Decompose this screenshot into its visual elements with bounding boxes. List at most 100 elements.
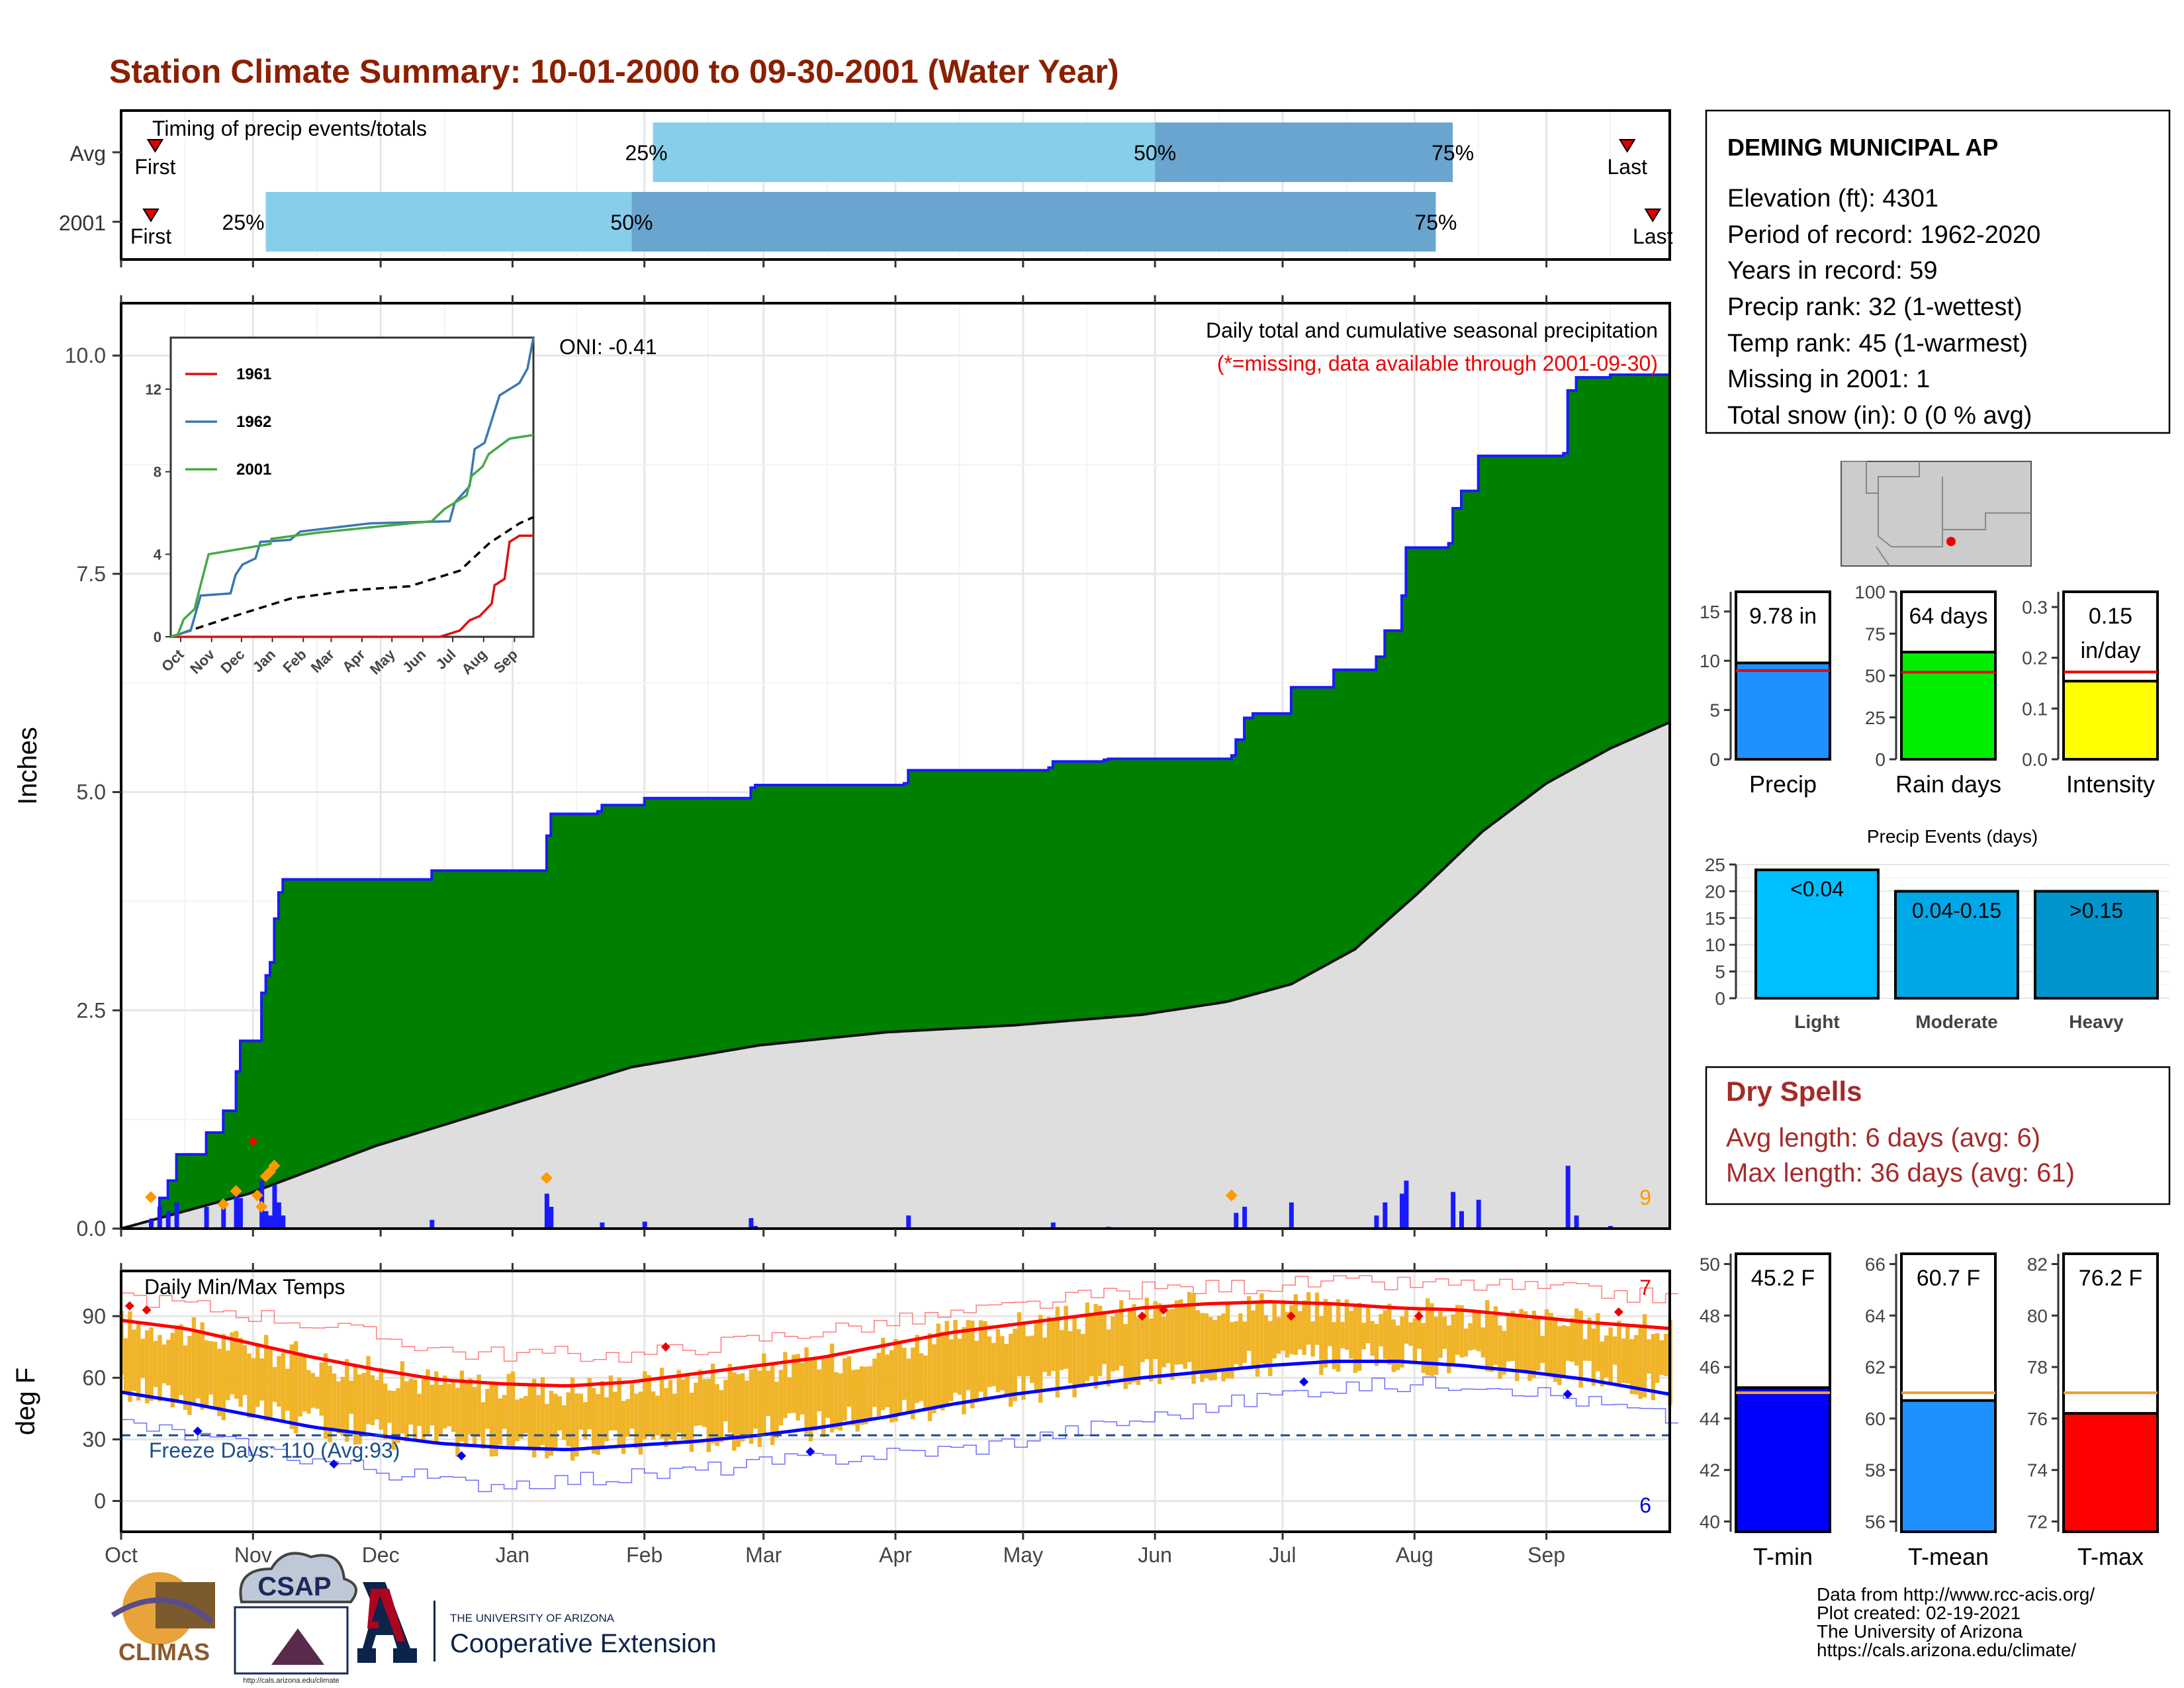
daily-temp-range-bar: [128, 1311, 132, 1403]
daily-temp-range-bar: [1314, 1292, 1320, 1345]
daily-temp-range-bar: [1340, 1321, 1345, 1348]
precip-ytick-label: 7.5: [77, 562, 106, 586]
daily-temp-range-bar: [851, 1370, 856, 1426]
daily-temp-range-bar: [1527, 1319, 1532, 1382]
events-ytick-label: 0: [1715, 988, 1725, 1009]
daily-temp-range-bar: [259, 1358, 264, 1401]
daily-temp-range-bar: [536, 1395, 541, 1450]
temp-xtick-label: Jun: [1138, 1543, 1172, 1567]
daily-temp-range-bar: [1017, 1312, 1022, 1377]
small-chart-ytick-label: 25: [1865, 708, 1886, 728]
daily-temp-range-bar: [1531, 1311, 1537, 1378]
record-high-marker: [1414, 1311, 1424, 1321]
inset-xtick-label: Sep: [490, 646, 521, 677]
inset-xtick-label: Dec: [217, 646, 248, 677]
daily-temp-range-bar: [936, 1323, 941, 1407]
map-state-line-2: [1876, 477, 1943, 567]
daily-temp-range-bar: [1319, 1316, 1324, 1376]
station-elevation: Elevation (ft): 4301: [1727, 185, 1938, 212]
small-chart-ytick-label: 0.3: [2022, 597, 2048, 618]
daily-temp-range-bar: [983, 1321, 987, 1401]
daily-temp-range-bar: [1089, 1312, 1094, 1377]
daily-temp-range-bar: [144, 1330, 150, 1404]
daily-temp-range-bar: [1480, 1327, 1485, 1358]
tmin_bar-value-bar: [1735, 1386, 1831, 1533]
daily-temp-range-bar: [1357, 1303, 1362, 1371]
daily-temp-range-bar: [553, 1393, 558, 1448]
daily-temp-range-bar: [527, 1386, 532, 1450]
daily-temp-range-bar: [719, 1389, 724, 1442]
temp-ytick-label: 0: [94, 1489, 106, 1513]
daily-precip-bar: [642, 1221, 647, 1229]
station-precip-rank: Precip rank: 32 (1-wettest): [1727, 293, 2023, 321]
small-chart-ytick-label: 60: [1865, 1409, 1886, 1429]
daily-temp-range-bar: [876, 1352, 882, 1417]
daily-temp-range-bar: [1629, 1339, 1634, 1394]
daily-temp-range-bar: [353, 1366, 358, 1445]
daily-temp-range-bar: [1230, 1322, 1234, 1379]
daily-temp-range-bar: [1663, 1333, 1668, 1376]
daily-temp-range-bar: [1191, 1293, 1196, 1384]
record-high-marker: [142, 1305, 152, 1315]
daily-temp-range-bar: [1463, 1328, 1469, 1357]
daily-temp-range-bar: [277, 1356, 281, 1407]
climas-swoosh-icon: [111, 1597, 214, 1624]
daily-temp-range-bar: [625, 1399, 630, 1437]
daily-temp-range-bar: [821, 1358, 826, 1437]
daily-temp-range-bar: [864, 1366, 868, 1425]
record-tmax-line: [121, 1275, 1678, 1363]
daily-temp-range-bar: [1170, 1309, 1175, 1380]
daily-temp-range-bar: [179, 1324, 183, 1395]
daily-temp-range-bar: [966, 1320, 971, 1391]
daily-temp-range-bar: [1127, 1309, 1132, 1385]
daily-temp-range-bar: [361, 1372, 367, 1435]
daily-temp-range-bar: [1498, 1325, 1502, 1379]
daily-temp-range-bar: [319, 1362, 324, 1416]
inset-frame: [169, 336, 535, 638]
daily-temp-range-bar: [1561, 1325, 1567, 1378]
daily-temp-range-bar: [1459, 1305, 1464, 1358]
precip-event-bar-label: 0.04-0.15: [1912, 898, 2001, 922]
daily-temp-range-bar: [770, 1364, 775, 1446]
daily-temp-range-bar: [783, 1352, 788, 1419]
daily-temp-range-bar: [1149, 1318, 1154, 1382]
tmin_bar-category-label: T-min: [1753, 1543, 1813, 1570]
daily-temp-range-bar: [1557, 1326, 1562, 1385]
daily-temp-range-bar: [948, 1339, 954, 1401]
daily-temp-range-bar: [1068, 1331, 1073, 1383]
precip-event-bar-label: <0.04: [1790, 877, 1844, 901]
precip-ytick-label: 0.0: [77, 1217, 106, 1241]
daily-temp-range-bar: [1272, 1302, 1277, 1359]
daily-temp-range-bar: [608, 1375, 614, 1431]
daily-temp-range-bar: [404, 1381, 409, 1442]
events-ytick-label: 10: [1705, 935, 1725, 955]
daily-temp-range-bar: [1238, 1313, 1243, 1367]
inset-series-line: [170, 337, 535, 638]
daily-temp-range-bar: [668, 1380, 673, 1440]
daily-temp-range-bar: [1468, 1323, 1473, 1351]
daily-temp-range-bar: [919, 1353, 924, 1401]
daily-temp-range-bar: [1255, 1303, 1260, 1377]
small-chart-ytick-label: 0: [1709, 749, 1720, 770]
daily-temp-range-bar: [872, 1358, 877, 1407]
daily-temp-range-bar: [515, 1399, 520, 1442]
daily-temp-range-bar: [1361, 1323, 1366, 1350]
daily-temp-range-bar: [510, 1371, 516, 1450]
tmean_bar-category-label: T-mean: [1908, 1543, 1989, 1570]
inset-xtick-label: Feb: [279, 646, 309, 676]
timing-panel: Timing of precip events/totals Avg 2001 …: [59, 109, 1673, 267]
daily-temp-range-bar: [889, 1350, 894, 1423]
csap-text: CSAP: [257, 1572, 331, 1601]
daily-precip-bar: [1459, 1211, 1464, 1229]
daily-temp-range-bar: [774, 1382, 779, 1438]
daily-temp-range-bar: [464, 1381, 469, 1447]
inset-xtick-label: Aug: [458, 646, 490, 678]
daily-temp-range-bar: [187, 1336, 192, 1415]
daily-precip-bar: [281, 1215, 286, 1229]
daily-temp-range-bar: [561, 1405, 567, 1440]
daily-temp-range-bar: [391, 1391, 396, 1450]
small-chart-ytick-label: 56: [1865, 1511, 1886, 1532]
record-precip-marker: [255, 1201, 268, 1213]
daily-temp-range-bar: [570, 1377, 575, 1461]
small-chart-ytick-label: 80: [2027, 1305, 2048, 1326]
